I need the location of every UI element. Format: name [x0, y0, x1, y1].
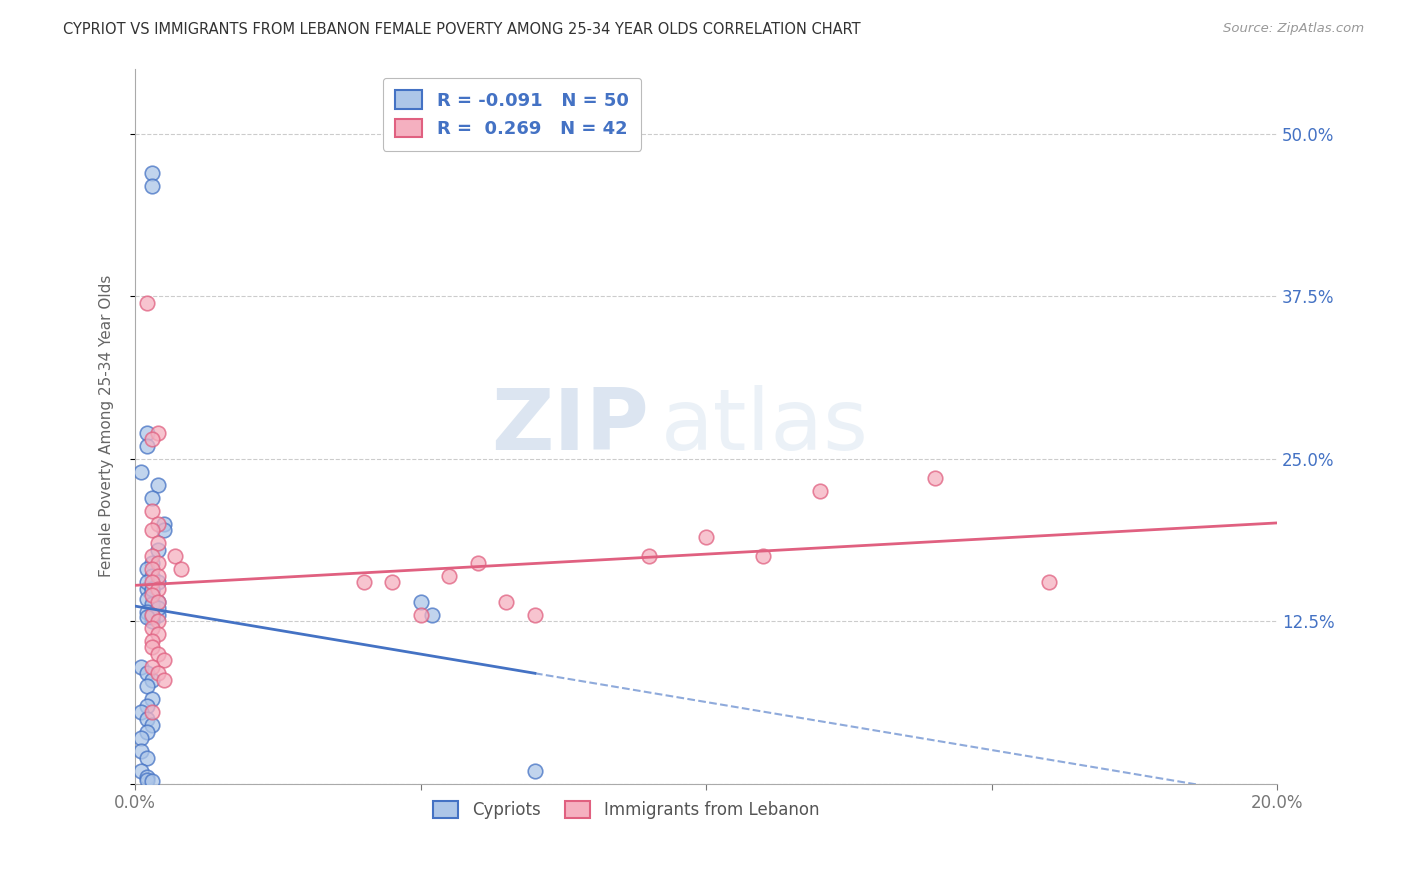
- Point: [170, 562, 193, 576]
- Point: [129, 465, 152, 479]
- Point: [353, 575, 375, 590]
- Point: [523, 607, 546, 622]
- Point: [141, 503, 163, 517]
- Point: [1038, 575, 1060, 590]
- Text: Source: ZipAtlas.com: Source: ZipAtlas.com: [1223, 22, 1364, 36]
- Point: [141, 633, 163, 648]
- Point: [467, 556, 489, 570]
- Point: [141, 432, 163, 446]
- Point: [146, 575, 169, 590]
- Point: [141, 610, 163, 624]
- Point: [146, 666, 169, 681]
- Point: [135, 575, 157, 590]
- Point: [439, 568, 461, 582]
- Point: [141, 523, 163, 537]
- Point: [135, 582, 157, 596]
- Point: [152, 523, 174, 537]
- Text: ZIP: ZIP: [491, 384, 650, 467]
- Point: [135, 592, 157, 607]
- Point: [141, 178, 163, 193]
- Point: [135, 562, 157, 576]
- Point: [141, 588, 163, 602]
- Point: [135, 679, 157, 693]
- Point: [381, 575, 404, 590]
- Point: [141, 584, 163, 599]
- Point: [146, 568, 169, 582]
- Point: [146, 425, 169, 440]
- Point: [135, 610, 157, 624]
- Point: [141, 588, 163, 602]
- Point: [141, 562, 163, 576]
- Point: [146, 556, 169, 570]
- Point: [141, 614, 163, 628]
- Point: [146, 536, 169, 550]
- Point: [146, 647, 169, 661]
- Point: [141, 640, 163, 655]
- Point: [129, 659, 152, 673]
- Point: [135, 698, 157, 713]
- Point: [141, 692, 163, 706]
- Point: [152, 516, 174, 531]
- Point: [695, 530, 717, 544]
- Point: [141, 491, 163, 505]
- Point: [141, 659, 163, 673]
- Point: [152, 653, 174, 667]
- Point: [135, 750, 157, 764]
- Point: [141, 607, 163, 622]
- Point: [152, 673, 174, 687]
- Point: [165, 549, 187, 564]
- Point: [135, 666, 157, 681]
- Point: [135, 712, 157, 726]
- Point: [141, 568, 163, 582]
- Point: [146, 614, 169, 628]
- Point: [523, 764, 546, 778]
- Text: CYPRIOT VS IMMIGRANTS FROM LEBANON FEMALE POVERTY AMONG 25-34 YEAR OLDS CORRELAT: CYPRIOT VS IMMIGRANTS FROM LEBANON FEMAL…: [63, 22, 860, 37]
- Point: [141, 673, 163, 687]
- Point: [146, 607, 169, 622]
- Point: [141, 621, 163, 635]
- Point: [141, 774, 163, 789]
- Point: [409, 595, 432, 609]
- Point: [924, 471, 946, 485]
- Point: [810, 484, 832, 499]
- Point: [495, 595, 517, 609]
- Point: [141, 597, 163, 611]
- Point: [135, 425, 157, 440]
- Y-axis label: Female Poverty Among 25-34 Year Olds: Female Poverty Among 25-34 Year Olds: [100, 275, 114, 577]
- Point: [146, 627, 169, 641]
- Point: [420, 607, 443, 622]
- Point: [146, 582, 169, 596]
- Point: [141, 556, 163, 570]
- Point: [135, 770, 157, 784]
- Text: atlas: atlas: [661, 384, 869, 467]
- Point: [135, 724, 157, 739]
- Point: [141, 607, 163, 622]
- Point: [146, 595, 169, 609]
- Point: [141, 718, 163, 732]
- Point: [141, 575, 163, 590]
- Point: [146, 542, 169, 557]
- Point: [146, 516, 169, 531]
- Point: [141, 582, 163, 596]
- Point: [135, 605, 157, 619]
- Point: [146, 595, 169, 609]
- Point: [141, 705, 163, 719]
- Point: [409, 607, 432, 622]
- Point: [146, 477, 169, 491]
- Point: [129, 731, 152, 746]
- Point: [638, 549, 661, 564]
- Point: [129, 744, 152, 758]
- Point: [135, 439, 157, 453]
- Point: [135, 295, 157, 310]
- Point: [141, 165, 163, 179]
- Point: [129, 705, 152, 719]
- Point: [146, 601, 169, 615]
- Legend: Cypriots, Immigrants from Lebanon: Cypriots, Immigrants from Lebanon: [426, 794, 825, 825]
- Point: [752, 549, 775, 564]
- Point: [141, 549, 163, 564]
- Point: [135, 772, 157, 787]
- Point: [129, 764, 152, 778]
- Point: [141, 601, 163, 615]
